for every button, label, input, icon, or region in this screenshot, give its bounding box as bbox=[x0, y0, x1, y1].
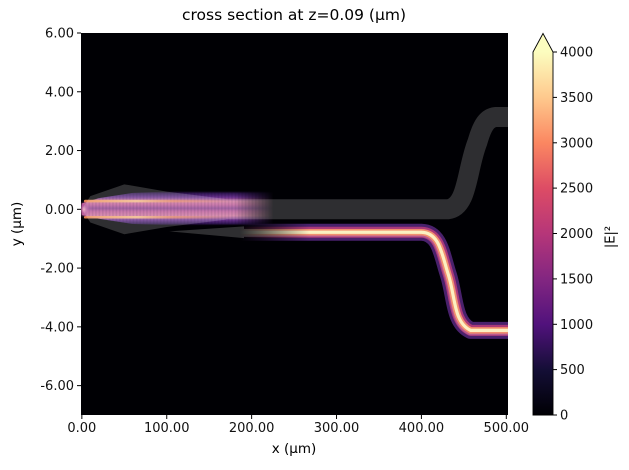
x-tick-label: 0.00 bbox=[67, 421, 96, 436]
colorbar-tick-label: 1000 bbox=[560, 318, 593, 333]
y-tick-label: 0.00 bbox=[45, 203, 74, 218]
y-tick-label: -4.00 bbox=[40, 320, 74, 335]
colorbar-tick-label: 3500 bbox=[560, 91, 593, 106]
colorbar-tick-label: 0 bbox=[560, 409, 568, 424]
x-axis-label: x (μm) bbox=[271, 441, 317, 457]
upper-waveguide bbox=[226, 107, 508, 220]
x-tick-label: 500.00 bbox=[484, 421, 530, 436]
y-tick-label: 4.00 bbox=[45, 85, 74, 100]
y-tick-label: -2.00 bbox=[40, 262, 74, 277]
colorbar: 0 500 1000 1500 2000 2500 3000 3500 4000 bbox=[532, 32, 593, 424]
structure-overlay bbox=[82, 107, 508, 336]
plot-area bbox=[81, 33, 508, 415]
field-hotline bbox=[239, 223, 508, 339]
x-tick-label: 400.00 bbox=[399, 421, 445, 436]
y-tick-label: 2.00 bbox=[45, 144, 74, 159]
lower-waveguide bbox=[243, 228, 508, 336]
lower-taper bbox=[169, 226, 244, 239]
colorbar-tick-label: 3000 bbox=[560, 136, 593, 151]
x-axis: 0.00 100.00 200.00 300.00 400.00 500.00 bbox=[67, 415, 529, 436]
colorbar-tick-label: 500 bbox=[560, 363, 585, 378]
colorbar-tick-label: 1500 bbox=[560, 272, 593, 287]
colorbar-label: |E|² bbox=[603, 225, 619, 249]
x-tick-label: 100.00 bbox=[144, 421, 190, 436]
y-axis: 6.00 4.00 2.00 0.00 -2.00 -4.00 -6.00 bbox=[40, 27, 81, 394]
y-axis-label: y (μm) bbox=[9, 201, 25, 247]
colorbar-tick-label: 2000 bbox=[560, 227, 593, 242]
colorbar-tick-label: 4000 bbox=[560, 46, 593, 61]
input-taper-diamond bbox=[82, 184, 227, 235]
field-entry-blob bbox=[81, 200, 91, 218]
x-tick-label: 200.00 bbox=[229, 421, 275, 436]
y-tick-label: -6.00 bbox=[40, 379, 74, 394]
colorbar-extend-arrow bbox=[533, 33, 553, 52]
chart-title: cross section at z=0.09 (μm) bbox=[182, 6, 406, 24]
hotline-layer-3 bbox=[239, 230, 508, 332]
colorbar-gradient bbox=[533, 52, 553, 415]
x-tick-label: 300.00 bbox=[314, 421, 360, 436]
colorbar-tick-label: 2500 bbox=[560, 182, 593, 197]
colorbar-outline bbox=[532, 32, 554, 416]
y-tick-label: 6.00 bbox=[45, 27, 74, 42]
